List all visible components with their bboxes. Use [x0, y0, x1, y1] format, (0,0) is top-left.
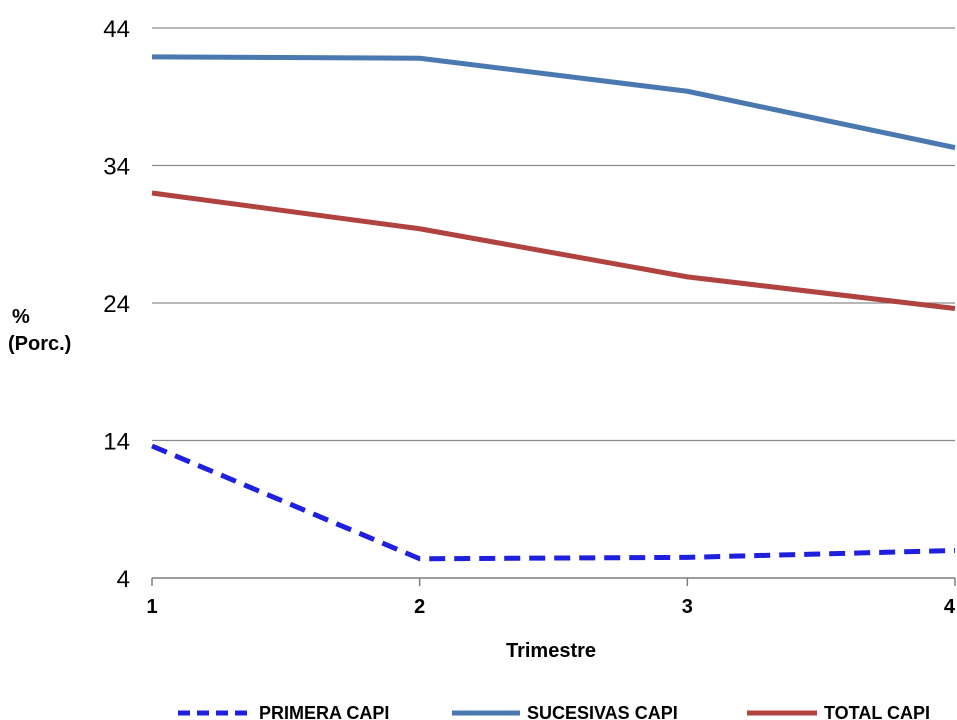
legend-label-primera-capi: PRIMERA CAPI	[259, 703, 389, 720]
y-tick-label-24: 24	[103, 291, 130, 318]
series-line-total-capi	[151, 190, 956, 311]
legend-label-total-capi: TOTAL CAPI	[824, 703, 930, 720]
x-tick-label-2: 2	[414, 596, 425, 618]
y-axis-label-line-1: %	[12, 306, 30, 328]
x-axis-title: Trimestre	[506, 640, 596, 662]
y-axis-ticks: 4 14 24 34 44	[103, 16, 130, 593]
y-tick-label-44: 44	[103, 16, 130, 43]
x-tick-label-3: 3	[682, 596, 693, 618]
series-lines	[151, 54, 956, 562]
x-tick-label-1: 1	[146, 596, 157, 618]
legend-label-sucesivas-capi: SUCESIVAS CAPI	[527, 703, 678, 720]
y-tick-label-34: 34	[103, 154, 130, 181]
x-tick-label-4: 4	[944, 596, 956, 618]
gridlines	[152, 27, 955, 442]
y-tick-label-4: 4	[117, 566, 130, 593]
series-line-sucesivas-capi	[151, 54, 956, 151]
legend: PRIMERA CAPI SUCESIVAS CAPI TOTAL CAPI	[178, 703, 930, 720]
series-line-primera-capi	[151, 443, 956, 562]
y-axis-label-line-2: (Porc.)	[8, 333, 71, 355]
y-tick-label-14: 14	[103, 429, 130, 456]
x-axis-ticks: 1 2 3 4	[146, 578, 956, 618]
